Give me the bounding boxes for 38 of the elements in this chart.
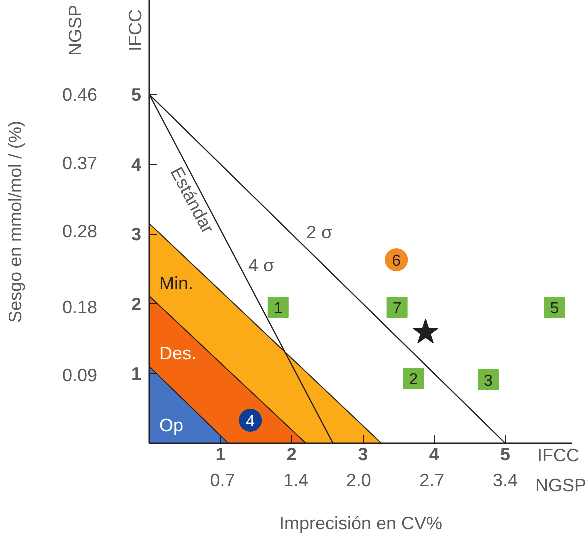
x-tick-label: 3 [358,444,368,464]
text: IFCC [538,446,580,466]
annotation: 2 σ [306,222,333,242]
text: IFCC [126,9,146,52]
annotation: 1 [274,300,283,318]
y2-tick-label: 0.18 [62,297,98,318]
annotation: 7 [392,300,402,318]
x-tick-label: 4 [429,444,440,464]
y2-tick-label: 0.28 [62,222,98,242]
annotation: 6 [392,253,402,270]
y-tick-label: 5 [131,85,142,106]
text: NGSP [536,476,587,496]
y2-tick-label: 0.46 [62,85,98,106]
x-tick-label: 5 [500,444,511,464]
x-tick-label: 1 [216,444,226,464]
y2-tick-label: 0.09 [62,366,98,386]
annotation: 5 [550,300,560,318]
annotation: 2 [409,372,418,389]
y-tick-label: 4 [131,154,142,175]
x2-tick-label: 0.7 [210,470,236,490]
x2-tick-label: 3.4 [492,470,518,490]
x2-tick-label: 2.0 [346,470,372,490]
annotation: Op [160,416,184,436]
y-tick-label: 2 [131,294,142,314]
y-tick-label: 3 [131,224,142,245]
y-tick-label: 1 [131,364,142,384]
x2-tick-label: 2.7 [420,470,445,490]
annotation: Min. [160,274,194,294]
annotation: 4 [246,413,256,430]
annotation: 3 [484,373,494,390]
y2-axis-title: Sesgo en mmol/mol / (%) [5,120,26,324]
y2-tick-label: 0.37 [62,153,98,174]
x-axis-title: Imprecisión en CV% [279,514,443,534]
x2-tick-label: 1.4 [284,470,309,490]
annotation: Des. [160,344,197,364]
annotation: 4 σ [248,256,275,276]
x-tick-label: 2 [286,444,297,464]
text: NGSP [66,4,86,56]
